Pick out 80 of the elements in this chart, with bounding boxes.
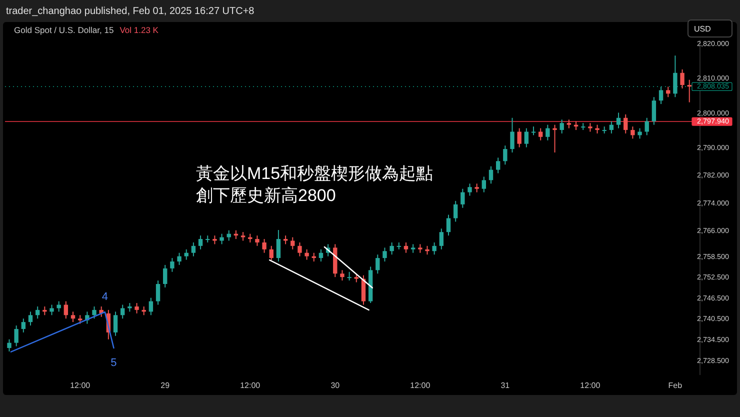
candlestick <box>404 242 408 254</box>
candlestick <box>120 304 125 320</box>
candlestick <box>376 254 380 274</box>
candlestick <box>113 311 118 336</box>
candlestick <box>673 55 678 98</box>
candlestick <box>652 96 656 126</box>
candlestick <box>220 233 224 245</box>
candlestick <box>134 302 139 314</box>
candlestick <box>64 300 68 320</box>
candlestick <box>70 311 76 323</box>
candlestick <box>298 242 302 257</box>
candlestick <box>680 68 684 89</box>
x-tick-label: 31 <box>500 381 510 390</box>
candlestick <box>517 128 522 148</box>
x-tick-label: 29 <box>160 381 170 390</box>
candlestick <box>28 311 33 326</box>
candlestick <box>460 188 465 208</box>
candlestick <box>14 325 18 347</box>
annotation: 4 <box>102 290 108 303</box>
y-axis-title: USD <box>694 24 712 34</box>
candlestick <box>276 229 281 262</box>
candlestick <box>156 280 160 306</box>
candlestick <box>666 86 670 98</box>
chart-subtitle: Vol 1.23 K <box>120 25 159 35</box>
candlestick <box>439 228 444 250</box>
candlestick <box>482 176 486 193</box>
candlestick <box>35 306 40 320</box>
candlestick <box>198 235 203 250</box>
candlestick <box>255 235 260 246</box>
candlestick <box>177 252 182 266</box>
candlestick <box>382 247 387 262</box>
candlestick <box>191 242 196 257</box>
candlestick <box>609 120 614 134</box>
candlestick <box>488 166 494 184</box>
candlestick <box>290 236 295 250</box>
candlestick <box>226 230 231 242</box>
candlestick <box>56 300 61 312</box>
candlestick <box>524 128 529 148</box>
candlestick <box>468 183 472 196</box>
x-tick-label: 12:00 <box>580 381 601 390</box>
candlestick <box>7 338 12 352</box>
candlestick <box>503 145 508 166</box>
candlestick <box>340 270 344 282</box>
annotation: 5 <box>110 356 117 369</box>
candlestick <box>304 248 309 260</box>
x-tick-label: 12:00 <box>70 381 91 390</box>
candlestick <box>269 245 274 261</box>
candlestick <box>510 117 514 153</box>
candlestick <box>538 128 543 141</box>
text: trader_changhao published, Feb 01, 2025 16:27 UTC+8 <box>6 6 255 17</box>
candlestick <box>318 248 324 262</box>
candlestick <box>616 112 621 129</box>
x-tick-label: 12:00 <box>240 381 261 390</box>
candlestick <box>446 214 451 236</box>
candlestick <box>21 318 26 333</box>
candlestick <box>658 86 664 105</box>
annotation: 黃金以M15和秒盤楔形做為起點 <box>196 164 434 183</box>
candlestick <box>262 238 266 254</box>
candlestick <box>453 200 458 222</box>
candlestick <box>163 264 168 288</box>
candlestick <box>432 242 436 256</box>
candlestick <box>638 128 642 140</box>
candlestick <box>624 114 628 134</box>
candlestick <box>552 124 557 153</box>
x-tick-label: 30 <box>330 381 340 390</box>
candlestick <box>546 124 550 141</box>
candlestick <box>184 248 188 260</box>
x-tick-label: 12:00 <box>410 381 431 390</box>
candlestick <box>630 126 635 140</box>
candlestick <box>560 119 564 134</box>
candlestick <box>92 306 96 320</box>
annotation: 創下歷史新高2800 <box>196 186 336 205</box>
candlestick <box>390 242 394 256</box>
candlestick <box>644 117 649 136</box>
candlestick <box>148 297 154 316</box>
x-tick-label: Feb <box>668 381 683 390</box>
candlestick <box>170 258 174 272</box>
candlestick <box>496 157 500 174</box>
chart-title: Gold Spot / U.S. Dollar, 15 <box>14 25 114 35</box>
candlestick <box>50 304 54 316</box>
